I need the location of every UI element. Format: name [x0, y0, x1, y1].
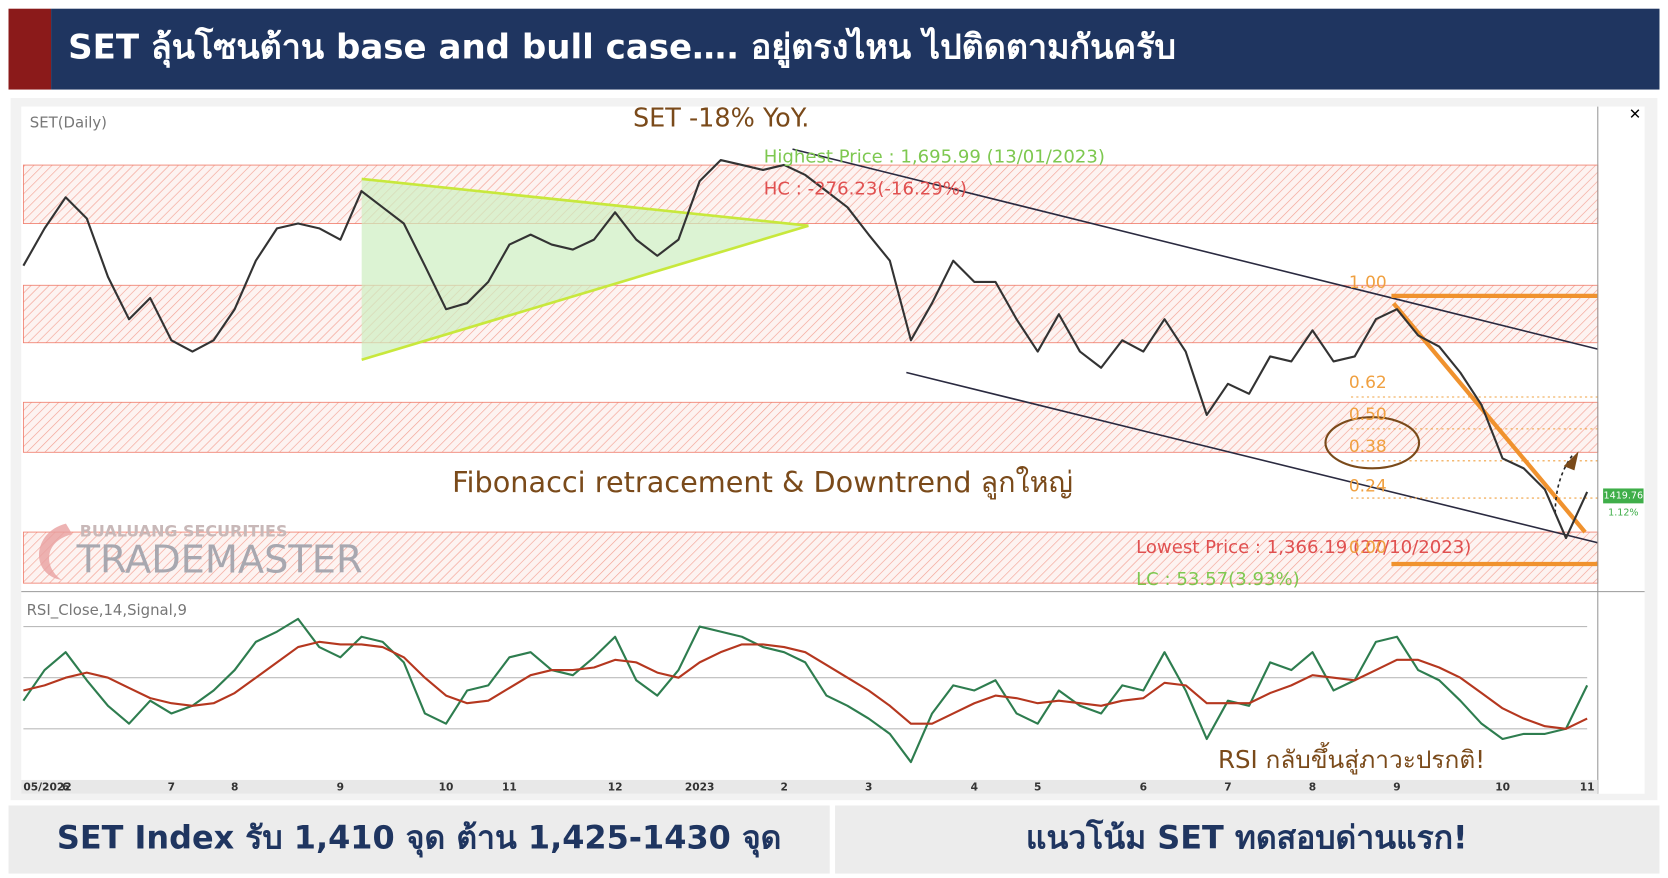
annotation: Highest Price : 1,695.99 (13/01/2023) [764, 147, 1105, 168]
price-panel-title: SET(Daily) [30, 114, 107, 132]
x-tick-label: 05/2022 [23, 780, 71, 793]
annotation: Lowest Price : 1,366.19 (27/10/2023) [1136, 537, 1471, 558]
fib-label: 0.38 [1349, 437, 1387, 457]
x-tick-label: 3 [865, 780, 872, 793]
x-tick-label: 9 [337, 780, 344, 793]
footer-right-box [835, 805, 1660, 874]
channel-line [792, 148, 1598, 350]
header-title: SET ลุ้นโซนต้าน base and bull case…. อยู… [68, 27, 1176, 69]
zone [22, 284, 1599, 344]
annotation: LC : 53.57(3.93%) [1136, 569, 1300, 590]
watermark-company: BUALUANG SECURITIES [80, 522, 288, 541]
triangle-edge [361, 224, 809, 362]
x-tick-label: 8 [1309, 780, 1316, 793]
zones [22, 164, 1599, 584]
header-bar [51, 8, 1660, 90]
logo [39, 523, 73, 580]
arrowhead [1563, 451, 1579, 471]
x-tick-label: 10 [1495, 780, 1510, 793]
x-tick-label: 7 [168, 780, 175, 793]
rsi-line [23, 640, 1588, 730]
footer-left-box [8, 805, 830, 874]
fib-label: 1.00 [1349, 273, 1387, 293]
last-change: 1.12% [1608, 507, 1638, 518]
triangle-pattern [361, 178, 809, 360]
last-price-box [1603, 488, 1644, 504]
x-tick-label: 6 [1140, 780, 1147, 793]
fib-label: 0.62 [1349, 373, 1387, 393]
last-price: 1419.76 [1604, 490, 1644, 501]
rsi-panel-title: RSI_Close,14,Signal,9 [27, 601, 187, 619]
x-tick-label: 2 [780, 780, 787, 793]
annotation: SET -18% YoY. [633, 103, 809, 133]
zone [22, 531, 1599, 584]
x-tick-label: 7 [1224, 780, 1231, 793]
x-tick-label: 11 [502, 780, 517, 793]
footer-right: แนวโน้ม SET ทดสอบด่านแรก! [1026, 819, 1468, 857]
x-tick-label: 9 [1393, 780, 1400, 793]
watermark-brand: TRADEMASTER [76, 537, 363, 582]
x-tick-label: 10 [439, 780, 454, 793]
x-tick-label: 2023 [685, 780, 715, 793]
footer-left: SET Index รับ 1,410 จุด ต้าน 1,425-1430 … [57, 819, 781, 859]
triangle-edge [361, 177, 809, 228]
x-tick-label: 11 [1580, 780, 1595, 793]
annotation: Fibonacci retracement & Downtrend ลูกใหญ… [452, 465, 1073, 500]
downtrend-line [1391, 302, 1587, 534]
header-accent [8, 8, 52, 90]
x-tick-label: 5 [1034, 780, 1041, 793]
x-axis-strip [21, 779, 1598, 794]
fib-label: 0.24 [1349, 476, 1387, 496]
price-line [22, 159, 1589, 540]
fib-label: 0.50 [1349, 405, 1387, 425]
channel-line [906, 371, 1598, 544]
x-tick-label: 8 [231, 780, 238, 793]
zone [22, 164, 1599, 225]
x-tick-label: 12 [608, 780, 623, 793]
close-icon[interactable]: ✕ [1629, 105, 1641, 123]
annotation: HC : -276.23(-16.29%) [764, 179, 967, 200]
x-tick-label: 4 [971, 780, 978, 793]
x-tick-label: 6 [62, 780, 69, 793]
fib-label: 0.00 [1349, 538, 1387, 558]
highlight-ellipse [1324, 416, 1421, 470]
rsi-annotation: RSI กลับขึ้นสู่ภาวะปรกติ! [1218, 742, 1485, 775]
